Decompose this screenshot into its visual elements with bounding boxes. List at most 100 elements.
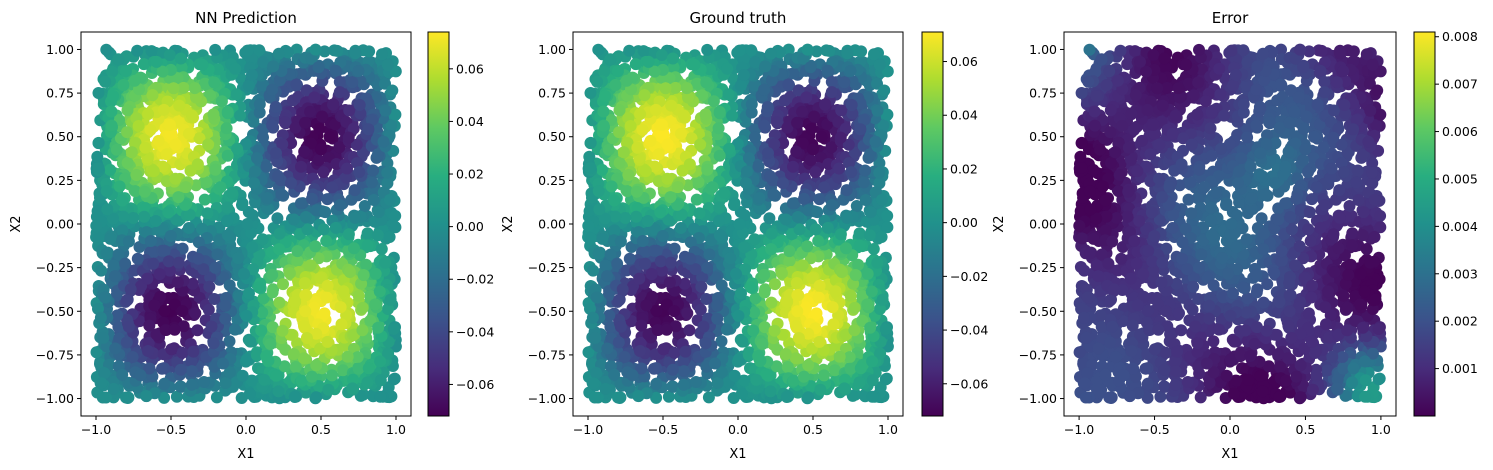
scatter-point [793,223,806,236]
scatter-point [620,74,633,87]
scatter-point [375,243,388,255]
scatter-point [266,119,279,132]
scatter-point [706,181,719,194]
scatter-point [585,232,597,245]
scatter-point [702,391,715,404]
scatter-point [878,84,891,97]
x-tick-label: −1.0 [81,422,111,437]
scatter-point [767,188,780,201]
scatter-point [287,213,300,226]
scatter-point [104,232,117,245]
scatter-point [833,350,846,363]
scatter-point [128,74,141,87]
scatter-point [828,364,841,377]
scatter-point [857,114,870,126]
scatter-point [810,307,823,320]
scatter-point [866,355,879,368]
scatter-point [790,277,803,289]
scatter-point [104,163,117,176]
scatter-point [738,209,751,222]
y-tick-label: −0.25 [36,260,74,275]
scatter-point [107,259,120,272]
scatter-point [382,347,395,360]
scatter-point [631,141,644,154]
scatter-point [364,314,377,327]
scatter-point [266,321,279,334]
scatter-point [369,267,382,280]
scatter-point [677,365,690,378]
scatter-point [582,346,595,359]
scatter-point [613,104,626,117]
scatter-point [91,150,104,163]
scatter-point [266,286,279,299]
scatter-point [722,88,735,101]
scatter-point [843,157,855,170]
scatter-point [659,82,672,95]
scatter-point [367,194,380,206]
scatter-point [614,235,627,248]
scatter-point [300,332,313,344]
scatter-point [158,391,171,404]
scatter-point [762,369,775,382]
scatter-point [611,257,624,270]
scatter-point [185,355,198,368]
scatter-point [737,69,750,81]
scatter-point [162,206,175,219]
scatter-point [116,368,129,381]
colorbar-tick-label: 0.04 [456,114,484,129]
scatter-point [360,258,373,271]
scatter-point [733,44,746,57]
scatter-point [875,231,888,243]
scatter-point [787,67,799,80]
scatter-point [624,120,637,132]
scatter-point [829,285,842,298]
scatter-point [287,348,300,361]
scatter-point [142,108,155,121]
scatter-point [596,163,609,176]
scatter-point [245,69,258,81]
scatter-point [811,206,824,219]
scatter-point [861,298,874,311]
scatter-point [770,116,783,129]
scatter-point [130,169,143,181]
scatter-point [834,228,847,241]
scatter-point [645,268,658,281]
y-ticks-layer: 1.000.750.500.250.00−0.25−0.50−0.75−1.00 [36,42,81,406]
scatter-point [385,119,398,132]
axes-frame [80,31,412,417]
scatter-point [164,230,177,242]
scatter-point [177,81,190,94]
scatter-point [859,164,872,177]
scatter-point [234,109,247,122]
scatter-point [842,138,855,151]
scatter-point [243,387,256,400]
scatter-point [864,148,876,161]
scatter-point [105,105,118,118]
scatter-point [110,143,123,156]
scatter-point [379,256,392,269]
scatter-point [168,323,181,336]
scatter-point [879,323,892,335]
scatter-point [205,320,218,333]
scatter-point [177,320,190,333]
scatter-point [158,304,171,317]
scatter-point [295,67,307,80]
scatter-point [630,210,643,223]
scatter-point [642,55,655,68]
scatter-point [381,177,394,190]
scatter-point [758,83,771,96]
scatter-point [687,222,700,235]
scatter-point [587,377,600,390]
scatter-point [179,198,192,211]
scatter-point [389,209,402,222]
scatter-point [669,81,682,94]
scatter-point [821,221,834,234]
scatter-point [298,320,310,332]
scatter-point [121,156,134,169]
scatter-point [140,226,153,239]
scatter-point [648,362,660,375]
scatter-point [614,320,627,333]
scatter-point [696,89,709,102]
scatter-point [625,241,638,253]
scatter-point [250,349,263,361]
